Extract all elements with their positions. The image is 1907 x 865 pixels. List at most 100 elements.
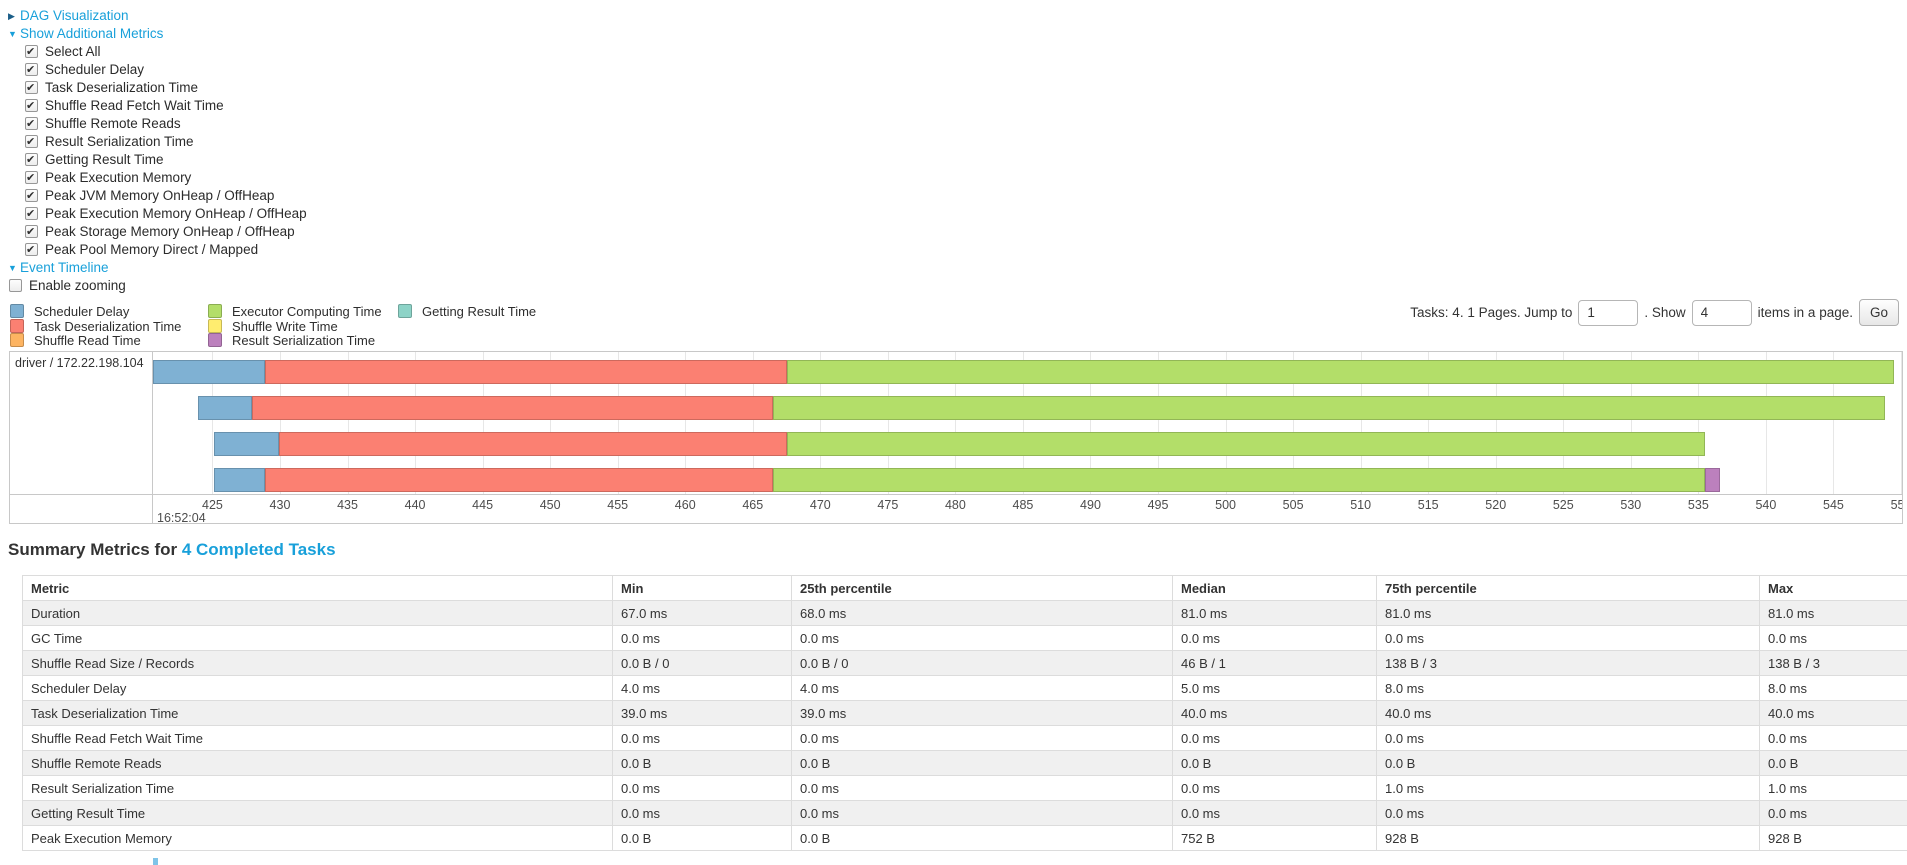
timeline-axis: 16:52:04 425 430 435 440 445 450 455 460 465 470 4… [10, 495, 1902, 523]
pagination-suffix-text: items in a page. [1757, 305, 1853, 320]
task-bar-segment-result-serialization[interactable] [1705, 468, 1720, 492]
metric-value-cell: 8.0 ms [1759, 675, 1907, 701]
completed-tasks-link[interactable]: 4 Completed Tasks [181, 540, 336, 559]
axis-tick-label: 455 [607, 498, 629, 512]
task-bar-segment-task-deserialization[interactable] [251, 396, 774, 420]
metric-value-cell: 0.0 ms [1376, 725, 1760, 751]
event-timeline-link[interactable]: Event Timeline [20, 260, 109, 275]
axis-tick-label: 540 [1755, 498, 1777, 512]
legend-item: Getting Result Time [398, 304, 536, 319]
metric-value-cell: 0.0 ms [1759, 800, 1907, 826]
task-bar-segment-scheduler-delay[interactable] [197, 396, 252, 420]
task-bar-segment-task-deserialization[interactable] [265, 360, 787, 384]
metric-name-cell: GC Time [22, 625, 613, 651]
axis-tick-label: 440 [404, 498, 426, 512]
metric-value-cell: 40.0 ms [1759, 700, 1907, 726]
legend-label: Scheduler Delay [34, 304, 130, 319]
show-additional-metrics-toggle[interactable]: ▼ Show Additional Metrics [8, 25, 307, 43]
metric-value-cell: 928 B [1376, 825, 1760, 851]
axis-tick-label: 525 [1552, 498, 1574, 512]
metric-checkbox-label: Getting Result Time [45, 152, 164, 167]
task-bar-segment-scheduler-delay[interactable] [213, 432, 279, 456]
legend-column: Scheduler Delay Task Deserialization Time… [10, 304, 181, 348]
checkbox[interactable] [25, 187, 38, 205]
shuffle-write-swatch-icon [208, 318, 222, 333]
items-per-page-input[interactable] [1691, 299, 1752, 326]
axis-gridline [1901, 352, 1902, 494]
legend-label: Shuffle Read Time [34, 333, 141, 348]
task-bar-segment-executor-computing[interactable] [773, 396, 1885, 420]
column-header-min: Min [612, 575, 792, 601]
checkbox[interactable] [25, 151, 38, 169]
legend-item: Scheduler Delay [10, 304, 181, 319]
axis-tick-label: 460 [674, 498, 696, 512]
metric-value-cell: 0.0 ms [612, 775, 792, 801]
chevron-down-icon: ▼ [8, 263, 17, 273]
executor-group-label: driver / 172.22.198.104 [15, 356, 144, 370]
table-row: Shuffle Read Size / Records 0.0 B / 0 0.0 … [22, 650, 1907, 676]
task-bar-segment-task-deserialization[interactable] [278, 432, 787, 456]
axis-gridline [1833, 352, 1835, 494]
go-button[interactable]: Go [1858, 299, 1899, 326]
axis-gridline [887, 352, 889, 494]
metric-value-cell: 39.0 ms [791, 700, 1173, 726]
column-header-metric: Metric [22, 575, 613, 601]
task-bar-segment-executor-computing[interactable] [786, 360, 1895, 384]
metric-value-cell: 0.0 ms [791, 775, 1173, 801]
metric-checkbox-label: Shuffle Read Fetch Wait Time [45, 98, 224, 113]
metric-value-cell: 1.0 ms [1376, 775, 1760, 801]
dag-visualization-link[interactable]: DAG Visualization [20, 8, 129, 23]
metric-value-cell: 0.0 B [612, 825, 792, 851]
legend-item: Result Serialization Time [208, 333, 382, 348]
metric-value-cell: 0.0 ms [1172, 775, 1377, 801]
task-bar-segment-executor-computing[interactable] [773, 468, 1706, 492]
table-row: Shuffle Read Fetch Wait Time 0.0 ms 0.0 ms… [22, 725, 1907, 751]
checkbox[interactable] [25, 43, 38, 61]
legend-item: Executor Computing Time [208, 304, 382, 319]
axis-gridline [212, 352, 214, 494]
axis-gridline [347, 352, 349, 494]
event-timeline-toggle[interactable]: ▼ Event Timeline [8, 259, 307, 277]
scheduler-delay-swatch-icon [10, 304, 24, 318]
axis-tick-label: 480 [944, 498, 966, 512]
checkbox[interactable] [25, 133, 38, 151]
checkbox[interactable] [25, 61, 38, 79]
axis-tick-label: 490 [1080, 498, 1101, 512]
checkbox[interactable] [25, 241, 38, 259]
metric-checkbox-row: Task Deserialization Time [25, 79, 307, 97]
metric-checkbox-label: Task Deserialization Time [45, 80, 199, 95]
checkbox[interactable] [25, 115, 38, 133]
task-bar-segment-scheduler-delay[interactable] [213, 468, 266, 492]
metric-name-cell: Task Deserialization Time [22, 700, 613, 726]
metric-checkbox-row: Peak Pool Memory Direct / Mapped [25, 241, 307, 259]
metric-value-cell: 0.0 ms [1172, 800, 1377, 826]
axis-tick-label: 475 [877, 498, 899, 512]
show-additional-metrics-link[interactable]: Show Additional Metrics [20, 26, 164, 41]
jump-to-page-input[interactable] [1578, 299, 1639, 326]
metric-value-cell: 0.0 ms [1376, 625, 1760, 651]
shuffle-read-swatch-icon [10, 333, 24, 347]
checkbox[interactable] [25, 169, 38, 187]
axis-gridline [820, 352, 822, 494]
checkbox[interactable] [25, 79, 38, 97]
task-bar-segment-scheduler-delay[interactable] [153, 360, 266, 384]
checkbox[interactable] [25, 97, 38, 115]
axis-gridline [1428, 352, 1430, 494]
table-row: Duration 67.0 ms 68.0 ms 81.0 ms 81.0 ms 81.0… [22, 600, 1907, 626]
axis-tick-label: 535 [1687, 498, 1709, 512]
event-timeline-chart[interactable]: 16:52:04 425 430 435 440 445 450 455 460 465 470 4… [9, 351, 1903, 524]
metric-value-cell: 0.0 ms [791, 625, 1173, 651]
metric-value-cell: 40.0 ms [1376, 700, 1760, 726]
axis-gridline [1090, 352, 1092, 494]
metric-value-cell: 752 B [1172, 825, 1377, 851]
task-bar-segment-executor-computing[interactable] [786, 432, 1706, 456]
task-bar-segment-task-deserialization[interactable] [265, 468, 774, 492]
checkbox[interactable] [25, 205, 38, 223]
checkbox[interactable] [25, 223, 38, 241]
dag-visualization-toggle[interactable]: ▶ DAG Visualization [8, 7, 307, 25]
metric-checkbox-row: Peak Storage Memory OnHeap / OffHeap [25, 223, 307, 241]
enable-zooming-checkbox[interactable] [9, 279, 22, 292]
axis-gridline [1495, 352, 1497, 494]
metric-value-cell: 0.0 B / 0 [612, 650, 792, 676]
axis-gridline [617, 352, 619, 494]
